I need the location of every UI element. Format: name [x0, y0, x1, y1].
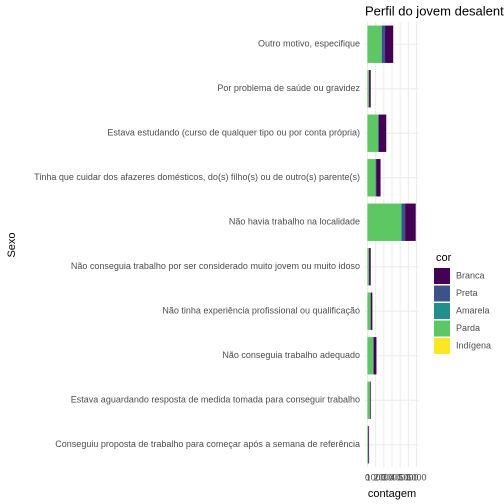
y-tick-label: Não conseguia trabalho por ser considera… [71, 261, 360, 271]
bar-segment [367, 25, 382, 63]
legend-label: Indígena [456, 340, 491, 350]
bar-segment [401, 203, 406, 241]
bar-segment [367, 70, 370, 108]
bar-segment [378, 114, 387, 152]
legend-swatch [434, 338, 450, 354]
bar-segment [367, 292, 371, 330]
y-tick-label: Tinha que cuidar dos afazeres domésticos… [34, 172, 360, 182]
x-tick-label: 1000 [366, 472, 386, 482]
bar-segment [370, 292, 373, 330]
y-tick-label: Não conseguia trabalho adequado [222, 350, 360, 360]
bar-segment [378, 114, 379, 152]
x-tick-label: 5000 [398, 472, 418, 482]
x-tick-label: 2000 [374, 472, 394, 482]
legend-label: Parda [456, 323, 480, 333]
legend-swatch [434, 268, 450, 284]
bar-segment [376, 159, 381, 197]
y-tick-label: Estava aguardando resposta de medida tom… [71, 395, 360, 405]
bar-segment [368, 426, 370, 464]
x-tick-label: 4000 [390, 472, 410, 482]
bar-segment [369, 248, 371, 286]
bar-segment [405, 203, 416, 241]
legend-label: Preta [456, 288, 478, 298]
bar-segment [385, 25, 394, 63]
legend-label: Amarela [456, 305, 490, 315]
legend-label: Branca [456, 270, 485, 280]
legend-title: cor [436, 252, 452, 264]
bar-segment [381, 25, 386, 63]
chart-title: Perfil do jovem desalentado [365, 3, 504, 18]
y-tick-label: Outro motivo, especifique [258, 39, 360, 49]
bar-segment [369, 381, 371, 419]
bar-segment [401, 203, 402, 241]
legend-swatch [434, 303, 450, 319]
x-tick-label: 6000 [407, 472, 427, 482]
x-tick-label: 0 [365, 472, 370, 482]
bar-segment [367, 159, 376, 197]
y-tick-label: Estava estudando (curso de qualquer tipo… [107, 128, 360, 138]
bar-segment [373, 337, 374, 375]
bar-segment [367, 337, 374, 375]
y-axis-label: Sexo [6, 232, 18, 257]
bar-segment [367, 114, 379, 152]
y-tick-label: Por problema de saúde ou gravidez [217, 83, 360, 93]
legend-swatch [434, 320, 450, 337]
bar-segment [367, 203, 401, 241]
x-axis-label: contagem [368, 488, 416, 500]
y-tick-label: Conseguiu proposta de trabalho para come… [55, 439, 360, 449]
x-tick-label: 3000 [382, 472, 402, 482]
bar-segment [367, 381, 370, 419]
y-tick-label: Não tinha experiência profissional ou qu… [162, 306, 360, 316]
bar-segment [375, 159, 377, 197]
bar-segment [369, 70, 371, 108]
bar-segment [367, 248, 370, 286]
bar-segment [367, 426, 369, 464]
bar-segment [374, 337, 377, 375]
legend-swatch [434, 285, 450, 302]
y-tick-label: Não havia trabalho na localidade [229, 217, 360, 227]
